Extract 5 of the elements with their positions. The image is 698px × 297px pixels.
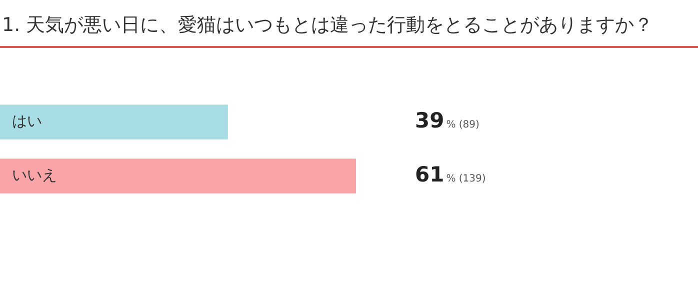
data-label: 39% (89) — [415, 108, 480, 132]
data-label: 61% (139) — [415, 162, 486, 186]
y-tick-label: いいえ — [12, 166, 57, 184]
y-tick-label: はい — [12, 112, 42, 130]
chart-title: 1. 天気が悪い日に、愛猫はいつもとは違った行動をとることがありますか？ — [0, 0, 698, 48]
